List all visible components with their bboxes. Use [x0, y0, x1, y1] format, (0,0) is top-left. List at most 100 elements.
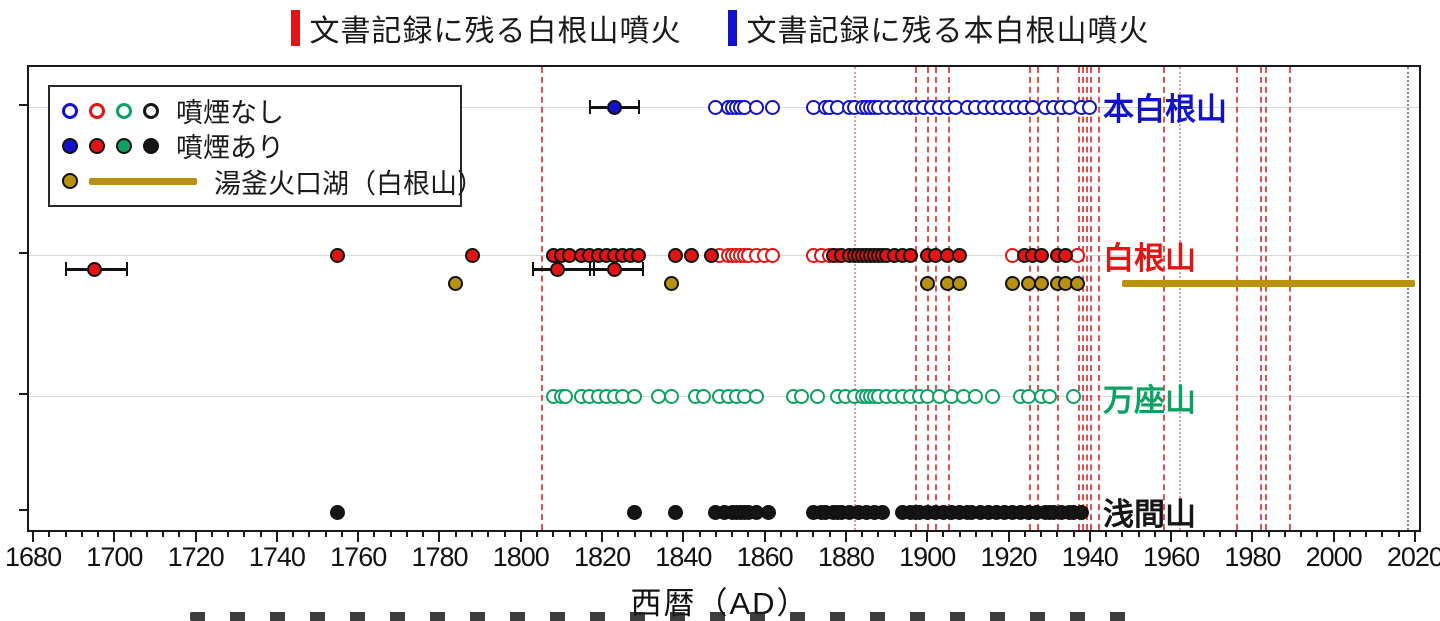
- x-axis-tick-label: 1700: [86, 542, 143, 572]
- x-axis-minor-tick: [1365, 530, 1368, 537]
- red-eruption-label: 文書記録に残る白根山噴火: [309, 15, 682, 48]
- filled-circle-gold-icon: [62, 173, 78, 190]
- cropped-caption-marks: [190, 612, 1138, 621]
- x-axis-major-tick: [113, 530, 116, 542]
- error-bar-cap: [641, 262, 645, 276]
- x-axis-minor-tick: [747, 530, 750, 537]
- y-axis-tick: [19, 252, 28, 254]
- x-axis-tick-label: 1800: [492, 542, 550, 572]
- data-point-yugama: [919, 275, 935, 291]
- event-line-red-dotted: [1179, 67, 1182, 530]
- red-eruption-bar-icon: [290, 10, 300, 46]
- y-axis-tick: [19, 104, 28, 106]
- x-axis-major-tick: [763, 530, 766, 542]
- legend-row-no-plume: 噴煙なし: [62, 95, 448, 128]
- data-point-open: [809, 388, 825, 404]
- error-bar-cap: [637, 100, 641, 114]
- x-axis-minor-tick: [731, 530, 734, 537]
- x-axis-minor-tick: [503, 530, 506, 537]
- x-axis-minor-tick: [991, 530, 994, 537]
- title-legend-shirane: 文書記録に残る白根山噴火: [290, 6, 682, 50]
- data-point-filled: [875, 504, 890, 520]
- data-point-filled: [330, 247, 346, 263]
- x-axis-major-tick: [1007, 530, 1010, 542]
- x-axis-minor-tick: [210, 530, 213, 537]
- x-axis-minor-tick: [1186, 530, 1189, 537]
- x-axis-minor-tick: [1023, 530, 1026, 537]
- x-axis-major-tick: [1413, 530, 1416, 542]
- x-axis-tick-label: 1780: [411, 542, 468, 572]
- data-point-filled: [704, 247, 720, 263]
- x-axis-minor-tick: [454, 530, 457, 537]
- event-line-red-dashed: [935, 67, 938, 530]
- x-axis-minor-tick: [812, 530, 815, 537]
- x-axis-major-tick: [275, 530, 278, 542]
- data-point-yugama: [1033, 275, 1049, 291]
- x-axis-minor-tick: [340, 530, 343, 537]
- x-axis-minor-tick: [471, 530, 473, 537]
- legend-plume-label: 噴煙あり: [176, 133, 284, 164]
- y-axis-tick: [19, 509, 28, 511]
- data-point-open: [696, 388, 712, 404]
- x-axis-major-tick: [1332, 530, 1335, 542]
- event-line-red-dashed: [1036, 67, 1039, 530]
- legend-box: 噴煙なし 噴煙あり 湯釜火口湖（白根山）: [48, 85, 484, 207]
- x-axis-major-tick: [438, 530, 441, 542]
- data-point-open: [749, 99, 764, 115]
- legend-yugama-label: 湯釜火口湖（白根山）: [214, 168, 484, 199]
- legend-row-plume: 噴煙あり: [62, 130, 448, 163]
- event-line-red-dashed: [1097, 67, 1100, 530]
- event-line-red-dashed: [1264, 67, 1267, 530]
- x-axis-minor-tick: [796, 530, 799, 537]
- x-axis-tick-label: 1880: [817, 542, 875, 572]
- filled-circle-red-icon: [89, 137, 105, 154]
- event-line-red-dashed: [915, 67, 918, 530]
- x-axis-minor-tick: [861, 530, 864, 537]
- x-axis-tick-label: 1940: [1061, 542, 1119, 572]
- x-axis-minor-tick: [633, 530, 636, 537]
- x-axis-tick-label: 1760: [330, 542, 387, 572]
- data-point-filled-errorbar: [606, 261, 622, 277]
- x-axis-minor-tick: [877, 530, 880, 537]
- data-point-open: [627, 388, 643, 404]
- x-axis-major-tick: [1251, 530, 1254, 542]
- data-point-yugama: [952, 275, 968, 291]
- x-axis-minor-tick: [487, 530, 490, 537]
- data-point-filled-errorbar: [549, 261, 565, 277]
- x-axis-minor-tick: [617, 530, 620, 537]
- open-circle-blue-icon: [62, 102, 78, 119]
- x-axis-minor-tick: [893, 530, 896, 537]
- x-axis-minor-tick: [162, 530, 165, 537]
- blue-eruption-bar-icon: [727, 10, 737, 46]
- x-axis-minor-tick: [649, 530, 652, 537]
- data-point-filled: [683, 247, 699, 263]
- data-point-open: [749, 388, 764, 404]
- filled-circle-black-icon: [143, 137, 159, 154]
- x-axis-tick-label: 1740: [248, 542, 306, 572]
- yugama-lake-line: [1122, 280, 1415, 287]
- row-label-3: 万座山: [1103, 383, 1196, 418]
- x-axis-minor-tick: [1300, 530, 1303, 537]
- event-line-red-dotted: [854, 67, 857, 530]
- x-axis-minor-tick: [714, 530, 717, 537]
- data-point-yugama: [1005, 275, 1021, 291]
- data-point-filled: [330, 504, 346, 520]
- data-point-open: [793, 388, 809, 404]
- event-line-red-dashed: [1089, 67, 1092, 530]
- x-axis-minor-tick: [1235, 530, 1238, 537]
- legend-row-yugama: 湯釜火口湖（白根山）: [62, 165, 484, 199]
- data-point-filled: [667, 247, 683, 263]
- x-axis-minor-tick: [259, 530, 262, 537]
- gold-line-icon: [89, 177, 197, 185]
- data-point-filled: [1074, 504, 1090, 520]
- y-axis-tick: [19, 393, 28, 395]
- open-circle-red-icon: [89, 102, 105, 119]
- x-axis-minor-tick: [552, 530, 555, 537]
- x-axis-minor-tick: [1153, 530, 1156, 537]
- x-axis-minor-tick: [422, 530, 425, 537]
- x-axis-major-tick: [357, 530, 360, 542]
- x-axis-minor-tick: [243, 530, 246, 537]
- row-label-2: 白根山: [1103, 241, 1196, 276]
- event-line-red-dashed: [1288, 67, 1291, 530]
- data-point-open: [984, 388, 1000, 404]
